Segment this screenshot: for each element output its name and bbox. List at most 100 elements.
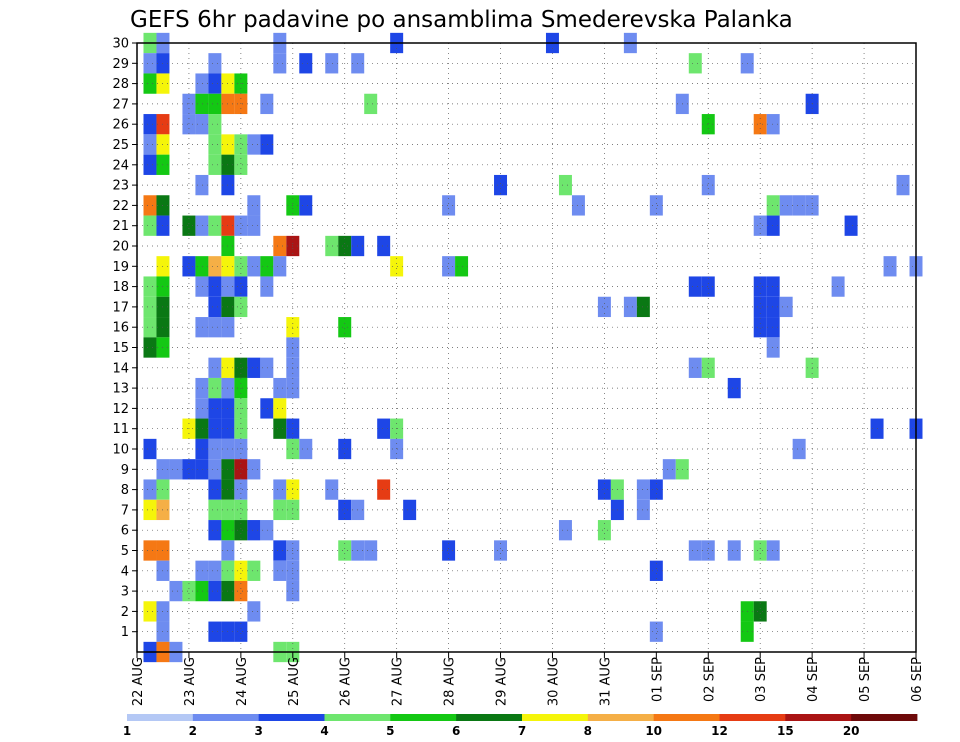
heatmap-cell <box>234 296 248 318</box>
heatmap-cell <box>208 438 222 460</box>
y-tick-label: 23 <box>112 179 129 194</box>
y-tick-label: 7 <box>121 503 129 518</box>
y-tick-label: 14 <box>112 361 129 376</box>
heatmap-cell <box>208 53 222 74</box>
y-tick-label: 1 <box>121 625 129 640</box>
colorbar-swatch <box>390 714 457 721</box>
heatmap-cell <box>325 235 339 257</box>
heatmap-cell <box>143 296 157 318</box>
heatmap-cell <box>182 256 196 277</box>
heatmap-cell <box>143 215 157 236</box>
heatmap-cell <box>792 438 806 460</box>
heatmap-cell <box>403 499 417 521</box>
colorbar-label: 7 <box>518 724 526 738</box>
heatmap-cell <box>273 53 287 74</box>
heatmap-cell <box>364 540 378 561</box>
y-tick-label: 27 <box>112 97 129 112</box>
heatmap-cell <box>753 540 767 561</box>
heatmap-cell <box>143 73 157 94</box>
heatmap-cell <box>208 73 222 94</box>
y-tick-label: 13 <box>112 382 129 397</box>
x-tick-label: 31 AUG <box>598 657 613 706</box>
heatmap-cell <box>649 479 663 500</box>
heatmap-cell <box>260 357 274 378</box>
colorbar-swatch <box>719 714 786 721</box>
heatmap-cell <box>273 377 287 399</box>
colorbar-swatch <box>587 714 655 721</box>
heatmap-cell <box>494 540 508 561</box>
heatmap-cell <box>195 93 209 115</box>
heatmap-cell <box>208 93 222 115</box>
heatmap-cell <box>883 256 897 277</box>
x-tick-label: 26 AUG <box>339 657 354 706</box>
heatmap-cell <box>195 114 209 135</box>
heatmap-cell <box>182 114 196 135</box>
heatmap-cell <box>779 195 793 216</box>
heatmap-cell <box>701 276 715 297</box>
heatmap-cell <box>558 174 572 196</box>
colorbar-label: 2 <box>189 724 197 738</box>
heatmap-cell <box>169 459 183 480</box>
heatmap-cell <box>143 438 157 460</box>
colorbar-swatch <box>127 714 194 721</box>
colorbar-swatch <box>785 714 852 721</box>
heatmap-cell <box>701 114 715 135</box>
heatmap-cell <box>338 499 352 521</box>
heatmap-cell <box>143 337 157 358</box>
heatmap-cell <box>558 520 572 541</box>
heatmap-cell <box>766 215 780 236</box>
y-tick-label: 21 <box>112 219 129 234</box>
heatmap-cell <box>377 235 391 257</box>
heatmap-cell <box>753 276 767 297</box>
heatmap-cell <box>338 540 352 561</box>
colorbar-label: 20 <box>843 724 860 738</box>
heatmap-cell <box>662 459 676 480</box>
heatmap-cell <box>234 276 248 297</box>
heatmap-cell <box>195 580 209 602</box>
colorbar-label: 5 <box>386 724 394 738</box>
heatmap-cell <box>649 560 663 581</box>
y-tick-label: 3 <box>121 585 129 600</box>
heatmap-cell <box>234 256 248 277</box>
heatmap-cell <box>143 134 157 155</box>
colorbar: 1 2 3 4 5 6 7 8 10 12 15 20 <box>123 714 918 738</box>
heatmap-cell <box>234 215 248 236</box>
heatmap-cell <box>571 195 585 216</box>
colorbar-swatch <box>258 714 325 721</box>
heatmap-cell <box>260 256 274 277</box>
heatmap-cell <box>143 53 157 74</box>
heatmap-cell <box>766 317 780 338</box>
heatmap-cell <box>182 215 196 236</box>
heatmap-cell <box>182 580 196 602</box>
heatmap-cell <box>247 215 261 236</box>
heatmap-cell <box>143 479 157 500</box>
heatmap-cell <box>208 154 222 175</box>
heatmap-cell <box>169 580 183 602</box>
y-tick-label: 15 <box>112 341 129 356</box>
y-tick-label: 11 <box>112 422 129 437</box>
heatmap-cell <box>208 560 222 581</box>
colorbar-swatch <box>324 714 391 721</box>
heatmap-cell <box>896 174 910 196</box>
x-tick-label: 23 AUG <box>183 657 198 706</box>
heatmap-cell <box>208 377 222 399</box>
heatmap-cell <box>208 398 222 419</box>
y-tick-label: 18 <box>112 280 129 295</box>
heatmap-cell <box>234 560 248 581</box>
x-tick-label: 03 SEP <box>754 657 769 702</box>
heatmap-cell <box>442 195 456 216</box>
heatmap-cell <box>234 459 248 480</box>
y-tick-label: 10 <box>112 443 129 458</box>
heatmap-cell <box>208 479 222 500</box>
heatmap-cell <box>260 520 274 541</box>
heatmap-cell <box>234 357 248 378</box>
heatmap-cell <box>247 134 261 155</box>
heatmap-cell <box>299 195 313 216</box>
heatmap-cell <box>364 93 378 115</box>
x-tick-label: 02 SEP <box>702 657 717 702</box>
heatmap-cell <box>208 499 222 521</box>
x-tick-label: 29 AUG <box>495 657 510 706</box>
heatmap-cell <box>195 438 209 460</box>
heatmap-cell <box>727 540 741 561</box>
